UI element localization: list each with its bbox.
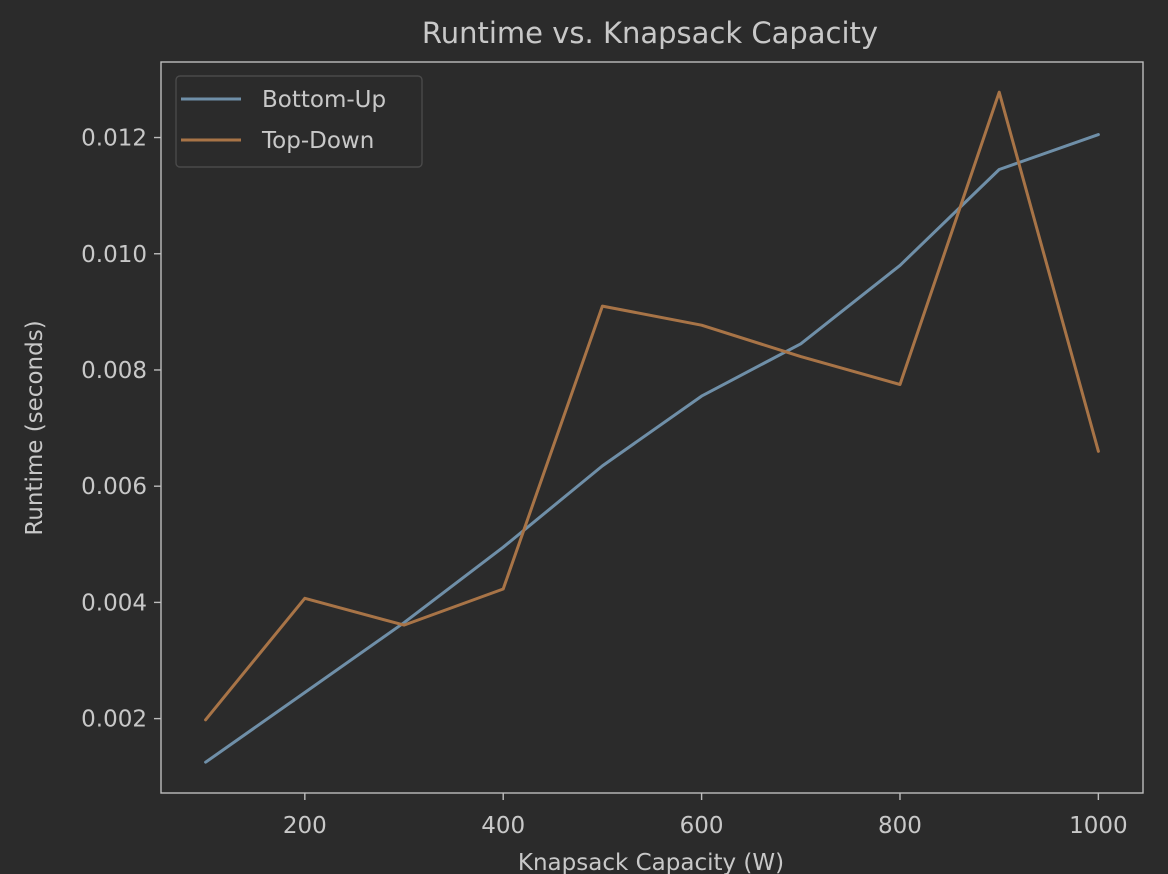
y-axis-label: Runtime (seconds) — [22, 320, 48, 535]
series-layer — [204, 90, 1100, 764]
legend-label-bottom-up: Bottom-Up — [262, 87, 386, 113]
x-tick-label: 400 — [481, 813, 525, 839]
chart-title: Runtime vs. Knapsack Capacity — [422, 16, 878, 50]
x-tick-label: 600 — [680, 813, 724, 839]
y-tick-label: 0.006 — [81, 474, 147, 500]
plot-frame — [160, 61, 1144, 794]
series-line-top-down — [204, 90, 1100, 722]
x-tick-label: 200 — [283, 813, 327, 839]
x-axis: 200 400 600 800 1000 — [283, 793, 1128, 839]
y-axis: 0.002 0.004 0.006 0.008 0.010 0.012 — [81, 126, 161, 733]
legend-label-top-down: Top-Down — [261, 128, 374, 154]
y-tick-label: 0.008 — [81, 358, 147, 384]
x-tick-label: 1000 — [1069, 813, 1128, 839]
x-axis-label: Knapsack Capacity (W) — [518, 850, 784, 874]
series-line-bottom-up — [204, 133, 1100, 764]
y-tick-label: 0.010 — [81, 242, 147, 268]
y-tick-label: 0.004 — [81, 590, 147, 616]
y-tick-label: 0.012 — [81, 126, 147, 152]
legend: Bottom-Up Top-Down — [175, 75, 423, 168]
y-tick-label: 0.002 — [81, 707, 147, 733]
x-tick-label: 800 — [878, 813, 922, 839]
